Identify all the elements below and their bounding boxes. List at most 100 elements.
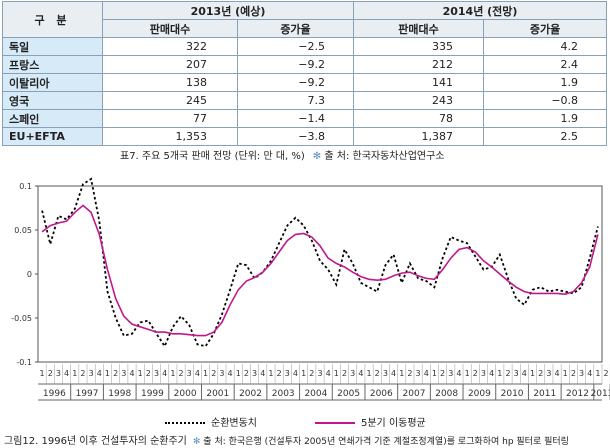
growth-cell: 7.3 — [236, 91, 355, 110]
x-quarter-label: 1 — [432, 369, 437, 378]
table-row: 영국 245 7.3 243 −0.8 — [2, 91, 608, 110]
sales-cell: 322 — [102, 37, 238, 56]
x-year-label: 2009 — [468, 389, 491, 399]
y-tick-label: -0.1 — [16, 358, 32, 367]
x-quarter-label: 3 — [285, 369, 290, 378]
sales-cell: 78 — [353, 109, 485, 128]
x-quarter-label: 3 — [56, 369, 61, 378]
subheader-growth: 증가율 — [236, 19, 355, 38]
sales-cell: 1,387 — [353, 127, 485, 146]
year-header-2014: 2014년 (전망) — [353, 1, 608, 20]
sales-cell: 141 — [353, 73, 485, 92]
x-year-label: 2000 — [174, 389, 197, 399]
x-year-label: 2008 — [435, 389, 458, 399]
sales-cell: 245 — [102, 91, 238, 110]
x-quarter-label: 1 — [72, 369, 77, 378]
sales-cell: 77 — [102, 109, 238, 128]
x-quarter-label: 2 — [113, 369, 118, 378]
x-quarter-label: 1 — [268, 369, 273, 378]
x-quarter-label: 3 — [481, 369, 486, 378]
table-header-row: 구 분 2013년 (예상) 2014년 (전망) — [2, 1, 608, 38]
x-quarter-label: 1 — [170, 369, 175, 378]
x-quarter-label: 1 — [105, 369, 110, 378]
x-quarter-label: 2 — [277, 369, 282, 378]
x-quarter-label: 1 — [138, 369, 143, 378]
x-quarter-label: 4 — [391, 369, 396, 378]
x-year-label: 2003 — [272, 389, 295, 399]
x-quarter-label: 2 — [244, 369, 249, 378]
plot-frame — [37, 185, 603, 363]
x-quarter-label: 3 — [416, 369, 421, 378]
x-year-label: 1997 — [76, 389, 99, 399]
x-year-label: 2001 — [206, 389, 229, 399]
y-tick-label: 0.1 — [19, 182, 32, 191]
sales-cell: 1,353 — [102, 127, 238, 146]
subheader-sales: 판매대수 — [102, 19, 238, 38]
x-quarter-label: 1 — [465, 369, 470, 378]
x-quarter-label: 1 — [334, 369, 339, 378]
x-quarter-label: 2 — [375, 369, 380, 378]
x-quarter-label: 4 — [522, 369, 527, 378]
table-subheader-row: 판매대수 증가율 판매대수 증가율 — [3, 19, 608, 38]
growth-cell: −9.2 — [236, 73, 355, 92]
figure-caption-text: 그림12. 1996년 이후 건설투자의 순환주기 — [4, 436, 187, 447]
growth-cell: 1.9 — [483, 109, 608, 128]
x-quarter-label: 4 — [587, 369, 592, 378]
x-quarter-label: 2 — [440, 369, 445, 378]
x-quarter-label: 2 — [146, 369, 151, 378]
growth-cell: −9.2 — [236, 55, 355, 74]
x-quarter-label: 4 — [358, 369, 363, 378]
country-cell: 스페인 — [2, 109, 103, 128]
sales-cell: 212 — [353, 55, 485, 74]
growth-cell: 4.2 — [483, 37, 608, 56]
x-year-label: 2005 — [337, 389, 360, 399]
x-quarter-label: 4 — [228, 369, 233, 378]
x-quarter-label: 3 — [154, 369, 159, 378]
x-quarter-label: 2 — [48, 369, 53, 378]
country-cell: 프랑스 — [2, 55, 103, 74]
growth-cell: 1.9 — [483, 73, 608, 92]
x-year-label: 1999 — [141, 389, 164, 399]
x-quarter-label: 2 — [407, 369, 412, 378]
x-quarter-label: 4 — [162, 369, 167, 378]
x-year-label: 2012 — [566, 389, 589, 399]
x-quarter-label: 4 — [64, 369, 69, 378]
sales-cell: 335 — [353, 37, 485, 56]
y-tick-label: 0.05 — [14, 226, 32, 235]
table-row: 스페인 77 −1.4 78 1.9 — [2, 109, 608, 128]
x-quarter-label: 1 — [366, 369, 371, 378]
growth-cell: 2.5 — [483, 127, 608, 146]
growth-cell: −3.8 — [236, 127, 355, 146]
x-quarter-label: 4 — [260, 369, 265, 378]
growth-cell: −2.5 — [236, 37, 355, 56]
legend-item-cycle: 순환변동치 — [165, 414, 257, 429]
year-header-2013: 2013년 (예상) — [101, 1, 355, 20]
table-caption-text: 표7. 주요 5개국 판매 전망 (단위: 만 대, %) — [120, 151, 305, 162]
x-quarter-label: 3 — [89, 369, 94, 378]
x-quarter-label: 2 — [473, 369, 478, 378]
x-quarter-label: 2 — [505, 369, 510, 378]
x-year-label: 2011 — [533, 389, 556, 399]
x-quarter-label: 2 — [604, 369, 609, 378]
x-quarter-label: 3 — [121, 369, 126, 378]
x-year-label: 1998 — [108, 389, 131, 399]
y-tick-label: 0 — [27, 270, 32, 279]
chart-legend: 순환변동치 5분기 이동평균 — [165, 414, 465, 432]
source-marker: ✻ — [192, 437, 201, 447]
table-row: 이탈리아 138 −9.2 141 1.9 — [2, 73, 608, 92]
x-quarter-label: 4 — [97, 369, 102, 378]
subheader-growth: 증가율 — [483, 19, 608, 38]
x-quarter-label: 2 — [342, 369, 347, 378]
x-quarter-label: 4 — [195, 369, 200, 378]
sales-cell: 138 — [102, 73, 238, 92]
x-year-label: 2004 — [304, 389, 327, 399]
x-quarter-label: 3 — [448, 369, 453, 378]
x-quarter-label: 4 — [554, 369, 559, 378]
x-quarter-label: 3 — [350, 369, 355, 378]
x-quarter-label: 4 — [489, 369, 494, 378]
country-cell: 영국 — [2, 91, 103, 110]
growth-cell: 2.4 — [483, 55, 608, 74]
country-cell: EU+EFTA — [2, 127, 103, 146]
